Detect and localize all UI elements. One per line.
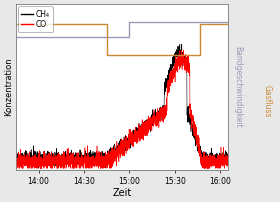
CO bbox=[15, 167, 18, 169]
X-axis label: Zeit: Zeit bbox=[112, 188, 131, 198]
CH₄ bbox=[195, 147, 199, 149]
CO bbox=[204, 164, 207, 166]
CO bbox=[226, 165, 229, 167]
CH₄ bbox=[36, 167, 40, 169]
Y-axis label: Konzentration: Konzentration bbox=[4, 58, 13, 116]
CO bbox=[132, 137, 136, 140]
CH₄ bbox=[14, 156, 18, 158]
CO bbox=[96, 159, 100, 161]
CH₄ bbox=[204, 154, 207, 157]
CH₄ bbox=[96, 157, 100, 159]
CO bbox=[182, 49, 185, 51]
CH₄ bbox=[18, 159, 22, 161]
CO bbox=[187, 55, 190, 57]
CH₄ bbox=[226, 156, 229, 159]
CH₄ bbox=[180, 43, 183, 45]
Line: CO: CO bbox=[16, 50, 228, 168]
CO bbox=[195, 143, 199, 145]
CH₄ bbox=[132, 135, 136, 137]
Line: CH₄: CH₄ bbox=[16, 44, 228, 168]
Y-axis label: Bandgeschwindigkeit: Bandgeschwindigkeit bbox=[233, 46, 242, 128]
CO bbox=[19, 159, 22, 161]
Legend: CH₄, CO: CH₄, CO bbox=[18, 6, 53, 32]
CH₄ bbox=[187, 116, 190, 119]
Text: Gasfluss: Gasfluss bbox=[263, 85, 272, 117]
CO bbox=[14, 161, 18, 163]
